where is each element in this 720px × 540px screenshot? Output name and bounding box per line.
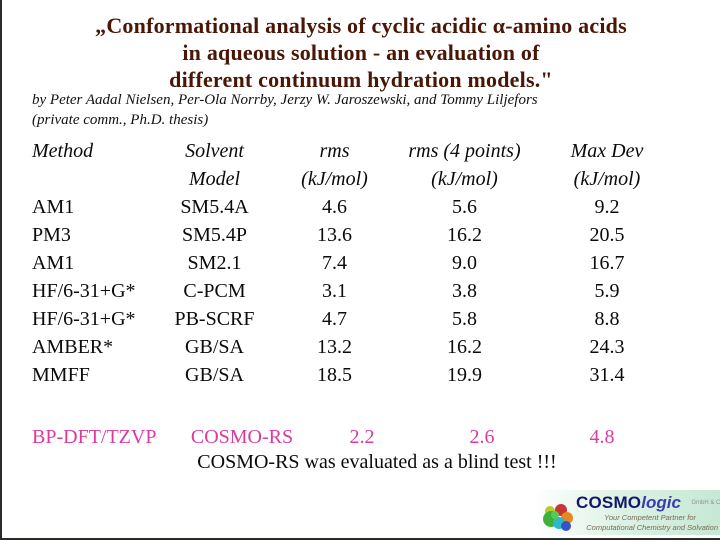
- header-method-units: [32, 165, 157, 193]
- cell-rms-4points: 9.0: [452, 252, 477, 274]
- title-line-2: in aqueous solution - an evaluation of: [182, 40, 540, 65]
- cell-maxdev: 24.3: [589, 336, 625, 358]
- cell-maxdev: 8.8: [594, 308, 620, 330]
- cell-rms: 18.5: [317, 364, 352, 386]
- header-solvent-units: Model: [188, 168, 241, 190]
- cell-method: AM1: [32, 252, 75, 274]
- table-row: HF/6-31+G* C-PCM 3.1 3.8 5.9: [32, 277, 682, 305]
- cell-solvent-model: GB/SA: [185, 364, 244, 386]
- table-row: AMBER* GB/SA 13.2 16.2 24.3: [32, 333, 682, 361]
- cell-solvent-model: SM2.1: [187, 252, 242, 274]
- molecule-icon: [543, 504, 573, 531]
- cell-rms-4points: 2.6: [469, 426, 495, 448]
- cell-method: HF/6-31+G*: [32, 280, 136, 302]
- cell-maxdev: 31.4: [589, 364, 625, 386]
- author-note: (private comm., Ph.D. thesis): [32, 112, 209, 128]
- blind-test-note: COSMO-RS was evaluated as a blind test !…: [197, 451, 557, 473]
- cell-method: PM3: [32, 224, 71, 246]
- cell-rms-4points: 5.6: [452, 196, 477, 218]
- logo-brand: COSMOlogic GmbH & Co. KG: [576, 493, 720, 513]
- table-row: PM3 SM5.4P 13.6 16.2 20.5: [32, 221, 682, 249]
- logo-brand-logic: logic: [641, 493, 681, 512]
- cell-maxdev: 5.9: [594, 280, 620, 302]
- results-table: Method Solvent rms rms (4 points) Max De…: [32, 137, 682, 389]
- cell-solvent-model: COSMO-RS: [190, 426, 294, 448]
- cell-rms-4points: 3.8: [452, 280, 477, 302]
- author-line: by Peter Aadal Nielsen, Per-Ola Norrby, …: [32, 92, 538, 108]
- cell-solvent-model: PB-SCRF: [174, 308, 255, 330]
- table-row: AM1 SM2.1 7.4 9.0 16.7: [32, 249, 682, 277]
- cell-solvent-model: SM5.4P: [181, 224, 248, 246]
- header-maxdev-units: (kJ/mol): [573, 168, 641, 190]
- cell-solvent-model: C-PCM: [183, 280, 246, 302]
- cosmologic-logo: COSMOlogic GmbH & Co. KG Your Competent …: [534, 490, 720, 535]
- cell-rms: 2.2: [349, 426, 375, 448]
- cell-method: AM1: [32, 196, 75, 218]
- tagline-line-2: Computational Chemistry and Solvation: [586, 523, 718, 532]
- header-solvent: Solvent: [185, 140, 244, 162]
- title-line-1: „Conformational analysis of cyclic acidi…: [95, 13, 627, 38]
- header-rms-4points: rms (4 points): [408, 140, 521, 162]
- tagline-line-1: Your Competent Partner for: [604, 513, 696, 522]
- cell-maxdev: 16.7: [589, 252, 625, 274]
- table-row: AM1 SM5.4A 4.6 5.6 9.2: [32, 193, 682, 221]
- cell-method: BP-DFT/TZVP: [32, 426, 157, 448]
- cell-method: HF/6-31+G*: [32, 308, 136, 330]
- table-header-row-2: Model (kJ/mol) (kJ/mol) (kJ/mol): [32, 165, 682, 193]
- header-maxdev: Max Dev: [570, 140, 644, 162]
- cell-maxdev: 4.8: [589, 426, 615, 448]
- cell-rms: 4.6: [322, 196, 347, 218]
- header-rms-4points-units: (kJ/mol): [431, 168, 498, 190]
- slide-title: „Conformational analysis of cyclic acidi…: [2, 12, 720, 93]
- table-row: HF/6-31+G* PB-SCRF 4.7 5.8 8.8: [32, 305, 682, 333]
- header-rms-units: (kJ/mol): [301, 168, 368, 190]
- logo-company-suffix: GmbH & Co. KG: [691, 500, 720, 506]
- cell-solvent-model: SM5.4A: [180, 196, 249, 218]
- cell-method: MMFF: [32, 364, 90, 386]
- author-block: by Peter Aadal Nielsen, Per-Ola Norrby, …: [32, 90, 538, 130]
- cell-solvent-model: GB/SA: [185, 336, 244, 358]
- header-rms: rms: [319, 140, 350, 162]
- cell-rms-4points: 5.8: [452, 308, 477, 330]
- cell-maxdev: 9.2: [594, 196, 620, 218]
- logo-tagline: Your Competent Partner for Computational…: [586, 513, 718, 533]
- table-header-row-1: Method Solvent rms rms (4 points) Max De…: [32, 137, 682, 165]
- cell-rms-4points: 16.2: [447, 224, 482, 246]
- title-line-3: different continuum hydration models.": [169, 67, 553, 92]
- cell-rms-4points: 19.9: [447, 364, 482, 386]
- table-row: MMFF GB/SA 18.5 19.9 31.4: [32, 361, 682, 389]
- highlighted-cosmo-rs-row: BP-DFT/TZVP COSMO-RS 2.2 2.6 4.8: [32, 423, 662, 451]
- cell-rms: 7.4: [322, 252, 347, 274]
- cell-method: AMBER*: [32, 336, 114, 358]
- cell-rms: 13.6: [317, 224, 352, 246]
- cell-rms: 13.2: [317, 336, 352, 358]
- cell-maxdev: 20.5: [589, 224, 625, 246]
- logo-brand-cosmo: COSMO: [576, 493, 642, 512]
- cell-rms: 4.7: [322, 308, 347, 330]
- header-method: Method: [32, 140, 94, 162]
- cell-rms-4points: 16.2: [447, 336, 482, 358]
- cell-rms: 3.1: [322, 280, 347, 302]
